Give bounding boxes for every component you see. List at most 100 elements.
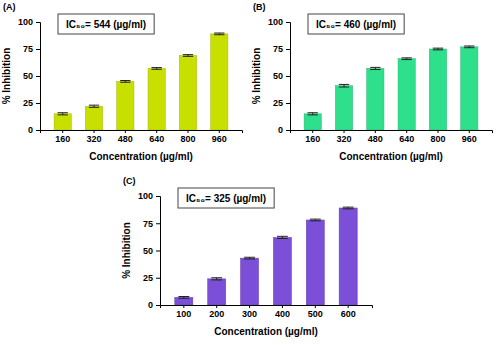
y-tick-label: 100 (268, 17, 283, 27)
y-axis-line (286, 23, 291, 131)
error-cap (464, 47, 474, 48)
y-tick: 50 (23, 71, 40, 81)
error-bar (308, 113, 318, 115)
bar (148, 68, 165, 130)
x-tick-label: 800 (430, 134, 445, 144)
x-tick-label: 100 (176, 309, 191, 319)
x-tick-mark (187, 130, 188, 133)
error-cap (58, 112, 68, 113)
error-bar (151, 68, 161, 70)
bar (117, 81, 134, 130)
error-cap (464, 45, 474, 46)
error-cap (370, 67, 380, 68)
x-tick-mark (375, 130, 376, 133)
x-tick-mark (344, 130, 345, 133)
y-tick: 75 (273, 44, 290, 54)
bar (429, 49, 446, 130)
y-tick-label: 0 (278, 125, 283, 135)
x-tick: 400 (275, 305, 290, 319)
x-tick-mark (62, 130, 63, 133)
error-cap (183, 54, 193, 55)
x-tick: 800 (430, 130, 445, 144)
error-cap (120, 80, 130, 81)
x-tick-mark (406, 130, 407, 133)
error-cap (433, 49, 443, 50)
error-bar (214, 33, 224, 35)
error-bar (178, 296, 189, 298)
x-tick: 500 (308, 305, 323, 319)
y-axis-line (36, 23, 41, 131)
error-bar (464, 46, 474, 48)
x-tick-label: 200 (209, 309, 224, 319)
annotation-text: IC₅₀= 325 (µg/ml) (186, 193, 266, 204)
error-cap (211, 279, 222, 280)
error-cap (244, 257, 255, 258)
x-tick-label: 400 (275, 309, 290, 319)
x-tick-mark (156, 130, 157, 133)
y-tick: 0 (28, 125, 40, 135)
error-bar (339, 84, 349, 87)
bar (398, 59, 415, 130)
bar (179, 55, 196, 130)
error-cap (433, 48, 443, 49)
bar (367, 68, 384, 130)
x-tick-label: 160 (305, 134, 320, 144)
panel-label: (B) (253, 2, 266, 12)
y-tick: 50 (143, 246, 160, 256)
plot-area (54, 33, 228, 130)
error-bar (89, 105, 99, 107)
y-axis-title: % Inhibition (1, 48, 12, 105)
error-cap (370, 69, 380, 70)
panel: 0255075100160320480640800960Concentratio… (251, 2, 493, 162)
error-bar (370, 67, 380, 69)
x-axis: 160320480640800960 (41, 130, 243, 144)
y-tick: 75 (23, 44, 40, 54)
y-tick-label: 0 (28, 125, 33, 135)
y-tick-label: 50 (23, 71, 33, 81)
y-tick-mark (36, 130, 40, 131)
x-tick: 200 (209, 305, 224, 319)
y-tick-label: 100 (138, 191, 153, 201)
error-cap (401, 57, 411, 58)
error-bar (58, 113, 68, 115)
x-tick-mark (219, 130, 220, 133)
y-tick-label: 75 (143, 219, 153, 229)
x-axis: 100 200 300 400 500 600 (161, 305, 373, 319)
y-axis: 0 25 50 75 100 (138, 191, 161, 310)
y-tick-label: 50 (273, 71, 283, 81)
x-tick: 160 (305, 130, 320, 144)
x-tick-label: 960 (212, 134, 227, 144)
x-tick: 600 (341, 305, 356, 319)
error-cap (151, 69, 161, 70)
bar (273, 237, 291, 305)
x-tick: 480 (368, 130, 383, 144)
error-bar (401, 58, 411, 60)
x-tick: 640 (399, 130, 414, 144)
x-tick: 320 (337, 130, 352, 144)
error-cap (310, 219, 321, 220)
x-tick-mark (437, 130, 438, 133)
x-tick: 800 (180, 130, 195, 144)
x-tick-mark (348, 305, 349, 308)
error-cap (120, 82, 130, 83)
error-cap (214, 34, 224, 35)
bar (175, 297, 193, 305)
error-cap (244, 259, 255, 260)
y-tick-label: 25 (143, 273, 153, 283)
error-cap (58, 114, 68, 115)
y-axis: 0255075100 (18, 17, 41, 135)
y-tick: 0 (278, 125, 290, 135)
x-tick-mark (312, 130, 313, 133)
error-cap (151, 67, 161, 68)
x-tick-label: 300 (242, 309, 257, 319)
y-tick-label: 25 (273, 98, 283, 108)
error-cap (277, 238, 288, 239)
bar (208, 279, 226, 305)
y-tick-mark (36, 49, 40, 50)
bar (306, 220, 324, 305)
x-tick-label: 320 (87, 134, 102, 144)
panel-label: (C) (123, 176, 136, 186)
y-tick-label: 25 (23, 98, 33, 108)
error-bar (310, 219, 321, 221)
y-tick: 0 (148, 300, 160, 310)
